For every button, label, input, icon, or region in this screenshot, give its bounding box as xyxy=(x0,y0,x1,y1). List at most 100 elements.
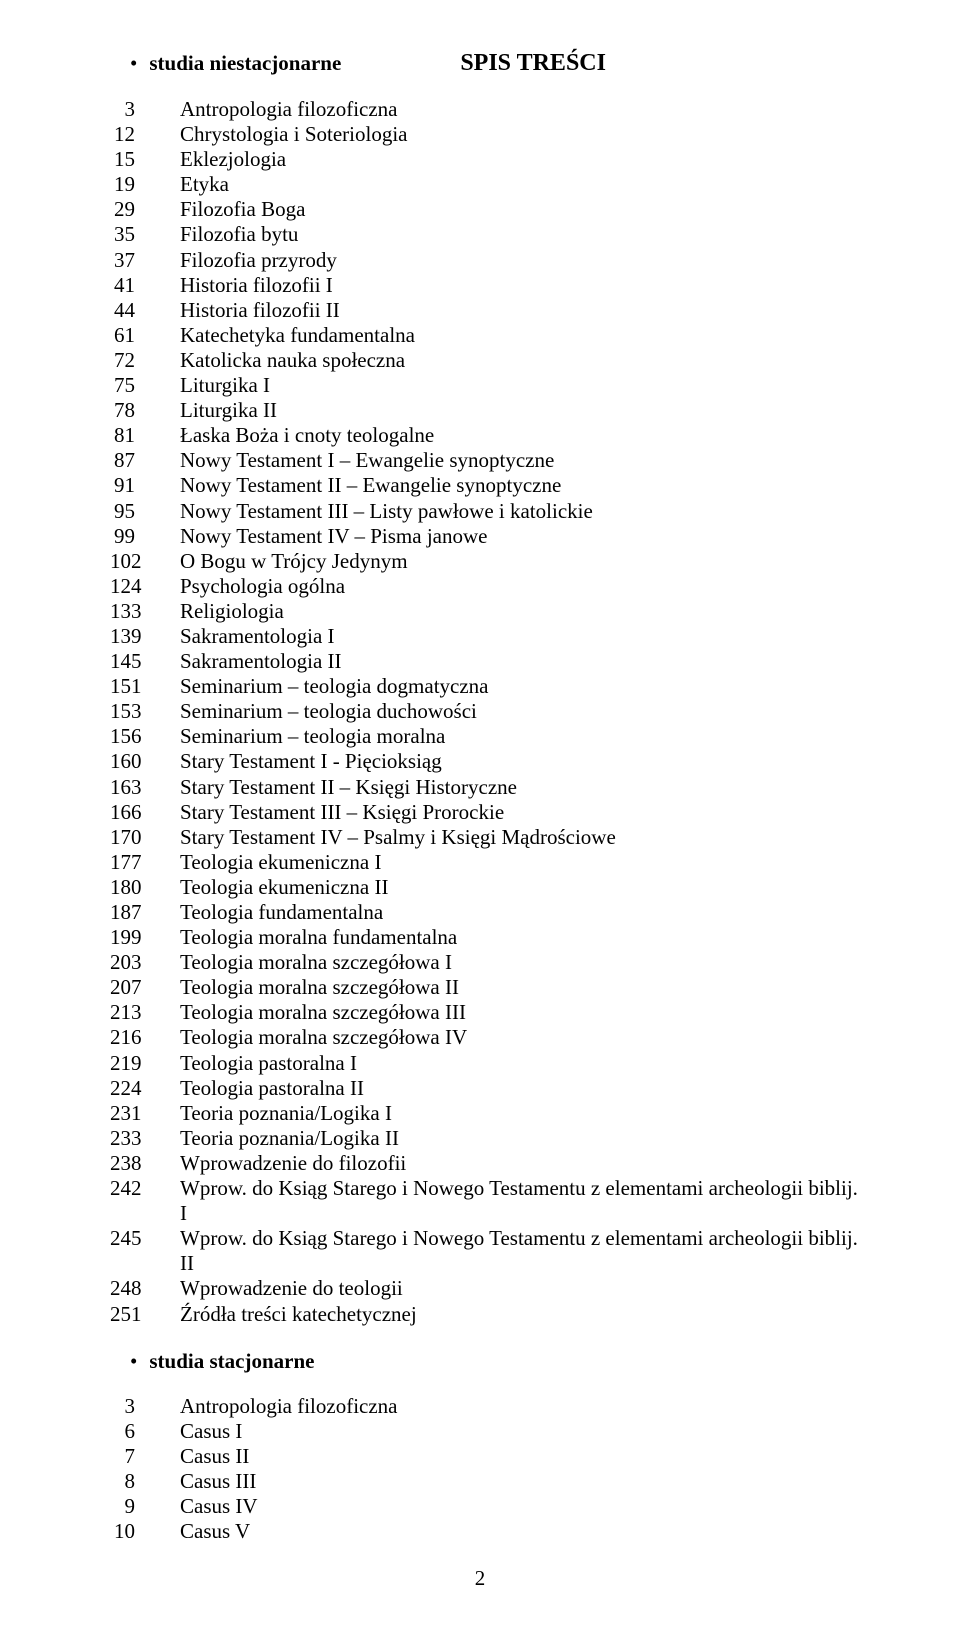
toc-page-number: 166 xyxy=(110,800,180,825)
toc-entry-title: Wprow. do Ksiąg Starego i Nowego Testame… xyxy=(180,1226,860,1276)
toc-row: 163Stary Testament II – Księgi Historycz… xyxy=(110,775,860,800)
toc-row: 8Casus III xyxy=(110,1469,860,1494)
toc-row: 7Casus II xyxy=(110,1444,860,1469)
toc-page-number: 99 xyxy=(110,524,180,549)
toc-page-number: 75 xyxy=(110,373,180,398)
toc-row: 10Casus V xyxy=(110,1519,860,1544)
toc-page-number: 61 xyxy=(110,323,180,348)
toc-row: 224Teologia pastoralna II xyxy=(110,1076,860,1101)
toc-entry-title: Sakramentologia II xyxy=(180,649,860,674)
toc-entry-title: Religiologia xyxy=(180,599,860,624)
toc-row: 29Filozofia Boga xyxy=(110,197,860,222)
toc-row: 72Katolicka nauka społeczna xyxy=(110,348,860,373)
toc-row: 87Nowy Testament I – Ewangelie synoptycz… xyxy=(110,448,860,473)
toc-page-number: 3 xyxy=(110,1394,180,1419)
toc-row: 233Teoria poznania/Logika II xyxy=(110,1126,860,1151)
toc-entry-title: Stary Testament III – Księgi Prorockie xyxy=(180,800,860,825)
toc-page-number: 9 xyxy=(110,1494,180,1519)
toc-page-number: 231 xyxy=(110,1101,180,1126)
toc-row: 6Casus I xyxy=(110,1419,860,1444)
toc-row: 3Antropologia filozoficzna xyxy=(110,97,860,122)
toc-entry-title: Teologia moralna szczegółowa II xyxy=(180,975,860,1000)
toc-page-number: 12 xyxy=(110,122,180,147)
toc-row: 207Teologia moralna szczegółowa II xyxy=(110,975,860,1000)
toc-entry-title: Filozofia Boga xyxy=(180,197,860,222)
toc-row: 166Stary Testament III – Księgi Prorocki… xyxy=(110,800,860,825)
toc-page-number: 153 xyxy=(110,699,180,724)
toc-row: 170Stary Testament IV – Psalmy i Księgi … xyxy=(110,825,860,850)
toc-entry-title: Teologia moralna szczegółowa IV xyxy=(180,1025,860,1050)
toc-entry-title: Sakramentologia I xyxy=(180,624,860,649)
toc-entry-title: Teologia ekumeniczna II xyxy=(180,875,860,900)
toc-page-number: 139 xyxy=(110,624,180,649)
toc-row: 133Religiologia xyxy=(110,599,860,624)
toc-entry-title: Casus II xyxy=(180,1444,860,1469)
toc-page-number: 102 xyxy=(110,549,180,574)
toc-page-number: 133 xyxy=(110,599,180,624)
section2-label: studia stacjonarne xyxy=(149,1349,314,1374)
toc-row: 153Seminarium – teologia duchowości xyxy=(110,699,860,724)
toc-entry-title: Teoria poznania/Logika II xyxy=(180,1126,860,1151)
toc-row: 61Katechetyka fundamentalna xyxy=(110,323,860,348)
toc-list-2: 3Antropologia filozoficzna6Casus I7Casus… xyxy=(110,1394,860,1545)
toc-row: 238Wprowadzenie do filozofii xyxy=(110,1151,860,1176)
toc-entry-title: Eklezjologia xyxy=(180,147,860,172)
toc-entry-title: Seminarium – teologia duchowości xyxy=(180,699,860,724)
toc-page-number: 242 xyxy=(110,1176,180,1226)
toc-row: 3Antropologia filozoficzna xyxy=(110,1394,860,1419)
toc-page-number: 41 xyxy=(110,273,180,298)
toc-row: 245Wprow. do Ksiąg Starego i Nowego Test… xyxy=(110,1226,860,1276)
toc-row: 12Chrystologia i Soteriologia xyxy=(110,122,860,147)
toc-page-number: 7 xyxy=(110,1444,180,1469)
toc-entry-title: Teologia moralna szczegółowa I xyxy=(180,950,860,975)
toc-page-number: 10 xyxy=(110,1519,180,1544)
toc-page-number: 216 xyxy=(110,1025,180,1050)
toc-row: 231Teoria poznania/Logika I xyxy=(110,1101,860,1126)
toc-entry-title: Antropologia filozoficzna xyxy=(180,97,860,122)
toc-entry-title: Katolicka nauka społeczna xyxy=(180,348,860,373)
toc-page-number: 187 xyxy=(110,900,180,925)
toc-row: 180Teologia ekumeniczna II xyxy=(110,875,860,900)
section1-label: studia niestacjonarne xyxy=(149,51,341,76)
toc-entry-title: Łaska Boża i cnoty teologalne xyxy=(180,423,860,448)
section2-header: • studia stacjonarne xyxy=(100,1349,860,1374)
toc-row: 99Nowy Testament IV – Pisma janowe xyxy=(110,524,860,549)
bullet-icon: • xyxy=(130,51,137,76)
toc-row: 124Psychologia ogólna xyxy=(110,574,860,599)
toc-row: 145Sakramentologia II xyxy=(110,649,860,674)
toc-page-number: 6 xyxy=(110,1419,180,1444)
toc-page-number: 29 xyxy=(110,197,180,222)
toc-page-number: 199 xyxy=(110,925,180,950)
toc-page-number: 3 xyxy=(110,97,180,122)
toc-entry-title: Casus I xyxy=(180,1419,860,1444)
toc-row: 216Teologia moralna szczegółowa IV xyxy=(110,1025,860,1050)
toc-page-number: 177 xyxy=(110,850,180,875)
toc-entry-title: Teologia pastoralna II xyxy=(180,1076,860,1101)
toc-page-number: 156 xyxy=(110,724,180,749)
toc-entry-title: Filozofia bytu xyxy=(180,222,860,247)
toc-page-number: 81 xyxy=(110,423,180,448)
toc-page-number: 238 xyxy=(110,1151,180,1176)
bullet-icon: • xyxy=(130,1349,137,1374)
toc-entry-title: Teologia moralna szczegółowa III xyxy=(180,1000,860,1025)
toc-entry-title: Casus III xyxy=(180,1469,860,1494)
toc-row: 75Liturgika I xyxy=(110,373,860,398)
toc-row: 41Historia filozofii I xyxy=(110,273,860,298)
toc-entry-title: Nowy Testament IV – Pisma janowe xyxy=(180,524,860,549)
toc-entry-title: Nowy Testament III – Listy pawłowe i kat… xyxy=(180,499,860,524)
toc-page-number: 245 xyxy=(110,1226,180,1276)
toc-entry-title: Teologia pastoralna I xyxy=(180,1051,860,1076)
toc-entry-title: Historia filozofii I xyxy=(180,273,860,298)
toc-page-number: 44 xyxy=(110,298,180,323)
toc-row: 213Teologia moralna szczegółowa III xyxy=(110,1000,860,1025)
toc-entry-title: Wprow. do Ksiąg Starego i Nowego Testame… xyxy=(180,1176,860,1226)
toc-page-number: 35 xyxy=(110,222,180,247)
toc-row: 35Filozofia bytu xyxy=(110,222,860,247)
toc-page-number: 180 xyxy=(110,875,180,900)
toc-entry-title: Nowy Testament I – Ewangelie synoptyczne xyxy=(180,448,860,473)
toc-page-number: 87 xyxy=(110,448,180,473)
toc-row: 91Nowy Testament II – Ewangelie synoptyc… xyxy=(110,473,860,498)
toc-page-number: 124 xyxy=(110,574,180,599)
toc-row: 81Łaska Boża i cnoty teologalne xyxy=(110,423,860,448)
toc-entry-title: Wprowadzenie do filozofii xyxy=(180,1151,860,1176)
